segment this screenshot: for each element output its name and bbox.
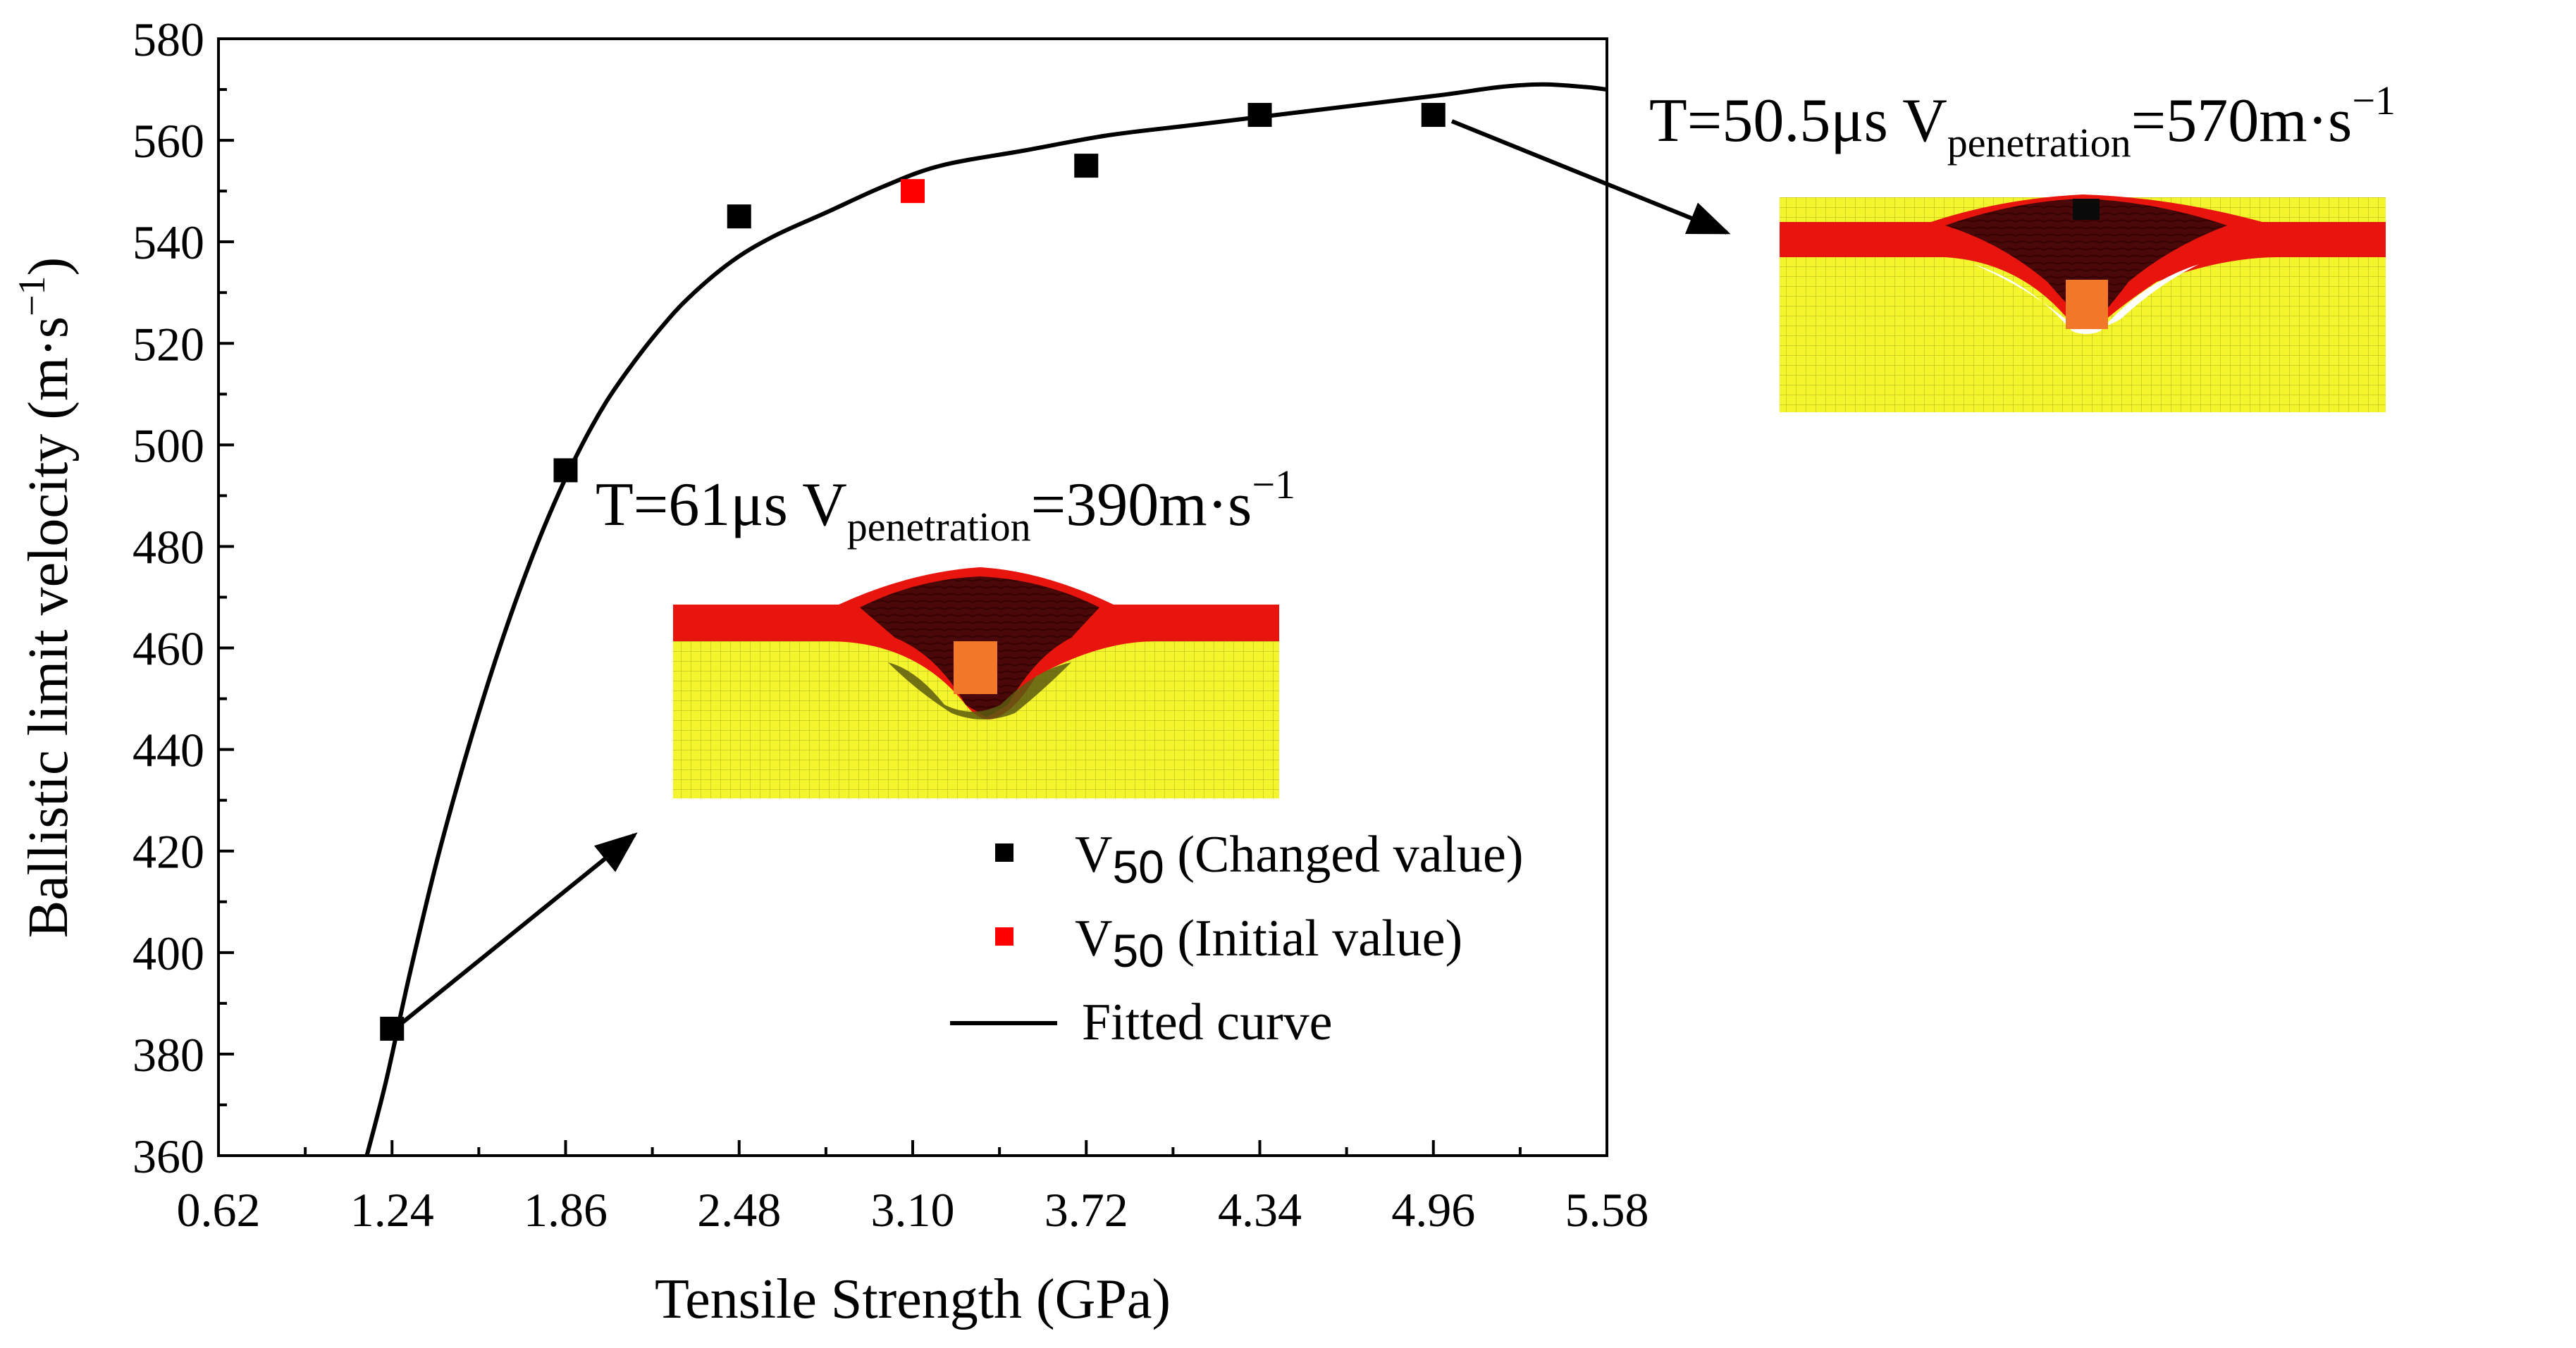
x-tick-label: 0.62 xyxy=(177,1183,261,1237)
x-tick-label: 3.10 xyxy=(871,1183,955,1237)
legend: V50 (Changed value) V50 (Initial value) … xyxy=(950,826,1523,1051)
y-axis-label: Ballistic limit velocity (m·s−1) xyxy=(11,257,80,938)
x-tick-label: 5.58 xyxy=(1565,1183,1649,1237)
data-point-changed xyxy=(1421,103,1446,128)
data-point-changed xyxy=(1247,103,1272,128)
y-tick-label: 360 xyxy=(133,1130,204,1183)
data-point-changed xyxy=(727,204,751,229)
x-tick-label: 4.34 xyxy=(1218,1183,1302,1237)
data-points xyxy=(380,103,1446,1041)
legend-marker-changed xyxy=(995,843,1013,862)
data-point-initial xyxy=(901,179,925,204)
annotation-arrow-lower xyxy=(393,832,638,1031)
legend-label-changed: V50 (Changed value) xyxy=(1075,826,1523,893)
y-tick-label: 560 xyxy=(133,114,204,168)
simulation-image-upper xyxy=(1780,194,2386,412)
x-axis: 0.62 1.24 1.86 2.48 3.10 3.72 4.34 4.96 5.58 xyxy=(177,1140,1649,1237)
annotation-arrow-upper xyxy=(1450,119,1731,235)
data-point-changed xyxy=(553,458,578,483)
x-tick-label: 1.86 xyxy=(524,1183,608,1237)
y-tick-label: 400 xyxy=(133,927,204,980)
y-tick-label: 500 xyxy=(133,419,204,472)
data-point-changed xyxy=(380,1016,405,1041)
annotation-upper-text: T=50.5μs Vpenetration=570m·s−1 xyxy=(1649,78,2396,166)
x-tick-label: 3.72 xyxy=(1044,1183,1128,1237)
legend-label-fitted: Fitted curve xyxy=(1082,994,1333,1051)
x-tick-label: 2.48 xyxy=(697,1183,781,1237)
y-tick-label: 520 xyxy=(133,317,204,371)
legend-marker-initial xyxy=(995,927,1013,946)
x-tick-label: 4.96 xyxy=(1391,1183,1475,1237)
legend-label-initial: V50 (Initial value) xyxy=(1075,910,1462,977)
y-tick-label: 440 xyxy=(133,724,204,777)
fitted-curve-line xyxy=(364,82,1608,1156)
data-point-changed xyxy=(1074,154,1099,178)
y-axis: 360 380 400 420 440 460 480 500 520 540 560 580 xyxy=(133,13,234,1183)
simulation-image-lower xyxy=(673,567,1279,798)
y-tick-label: 380 xyxy=(133,1028,204,1082)
y-tick-label: 580 xyxy=(133,13,204,66)
x-tick-label: 1.24 xyxy=(350,1183,434,1237)
y-tick-label: 420 xyxy=(133,825,204,879)
x-axis-label: Tensile Strength (GPa) xyxy=(655,1268,1171,1330)
y-tick-label: 540 xyxy=(133,216,204,269)
annotation-lower-text: T=61μs Vpenetration=390m·s−1 xyxy=(596,462,1295,550)
y-tick-label: 480 xyxy=(133,520,204,574)
y-tick-label: 460 xyxy=(133,622,204,676)
